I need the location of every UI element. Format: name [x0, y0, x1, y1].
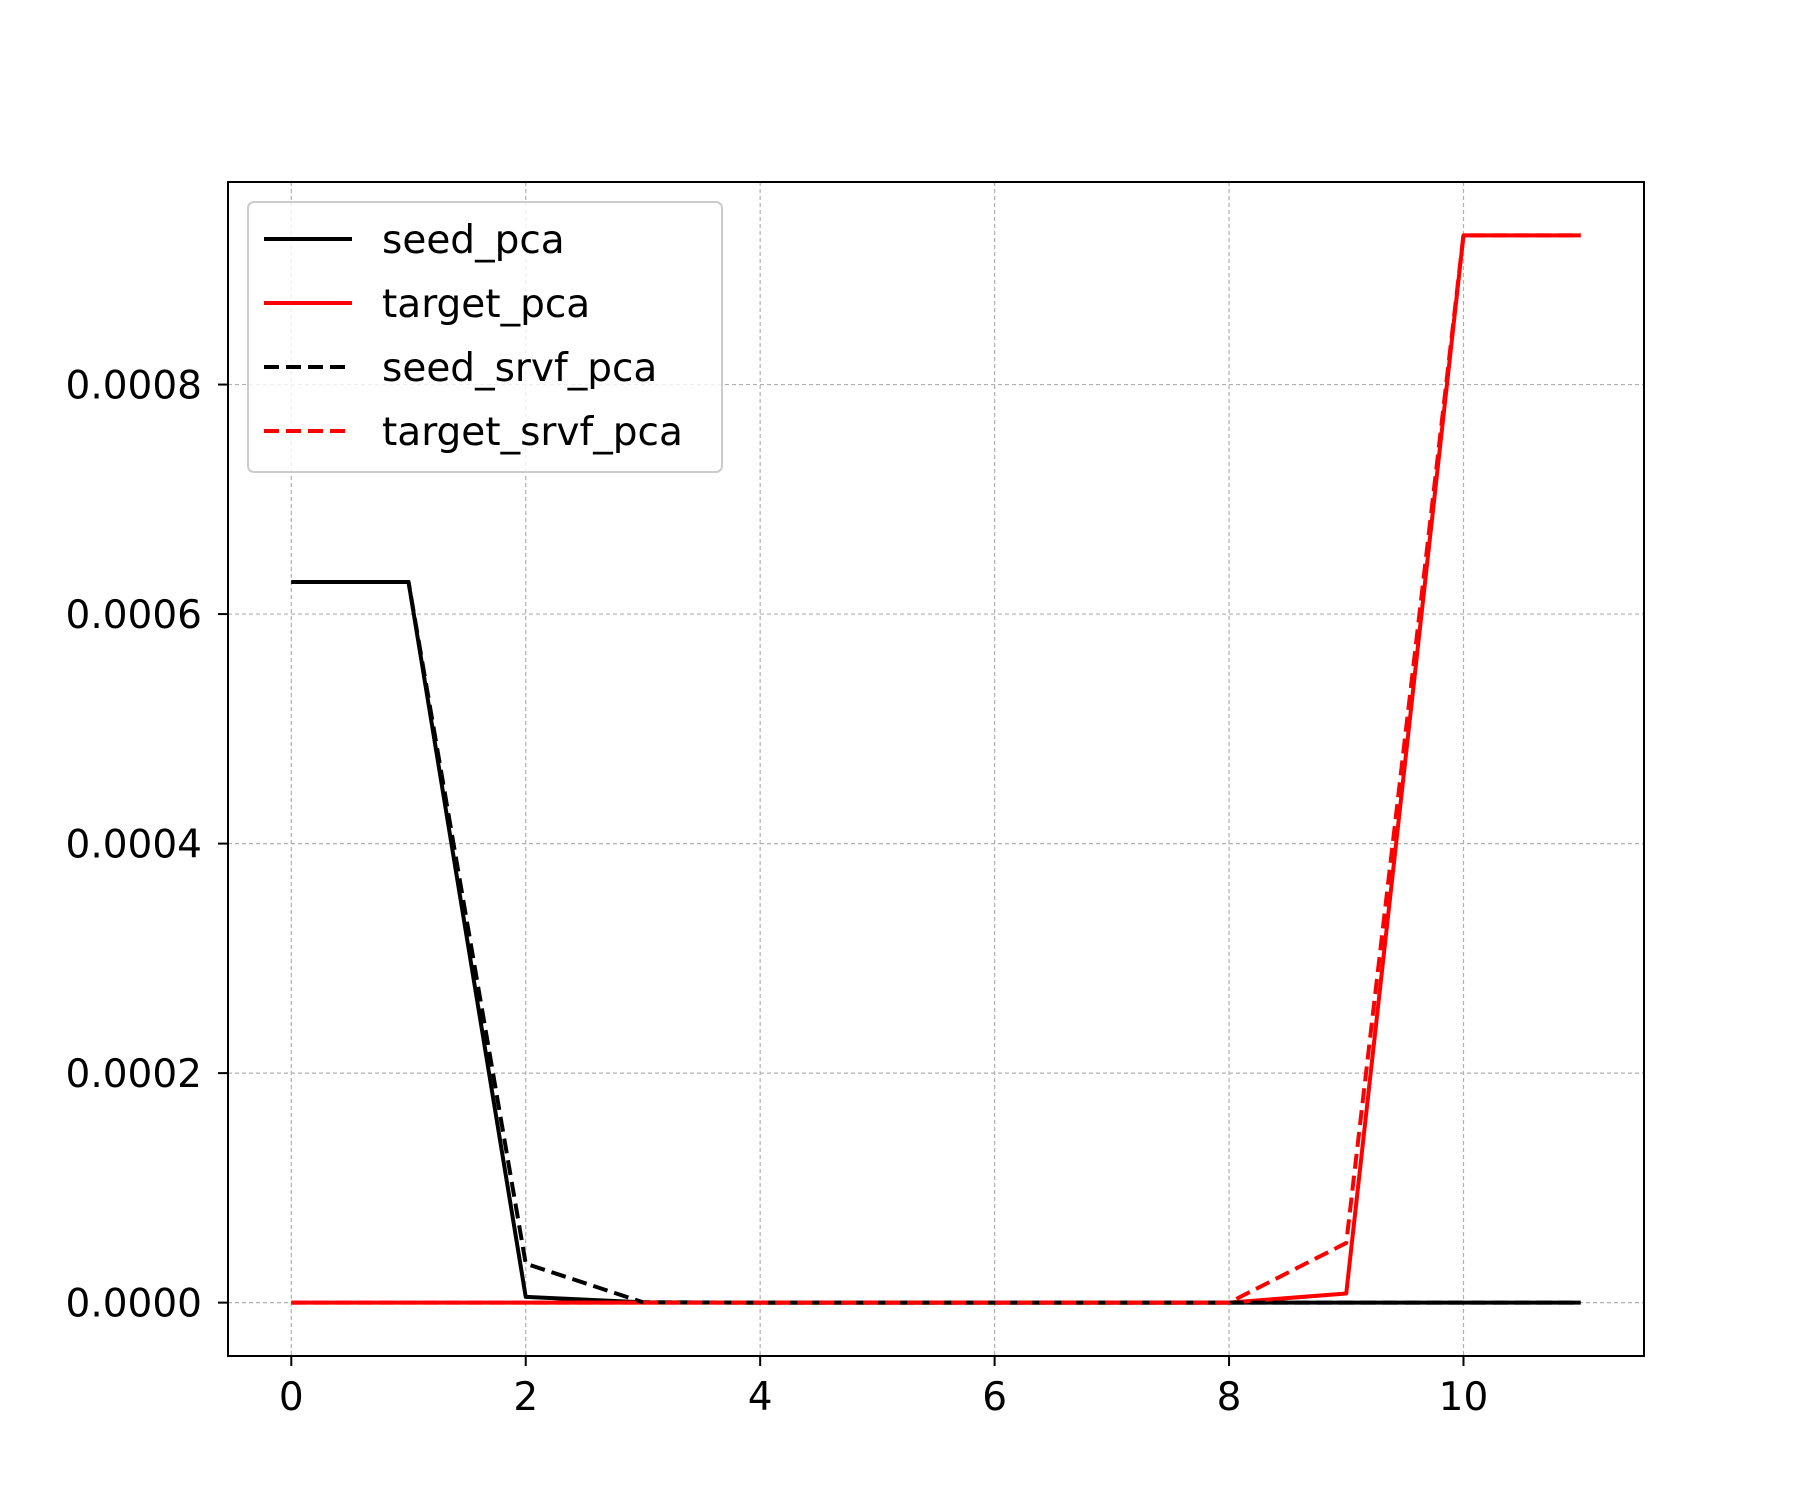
legend-label: seed_pca [382, 218, 565, 263]
x-tick-label: 10 [1439, 1375, 1489, 1420]
y-tick-label: 0.0002 [66, 1052, 202, 1097]
legend-box [247, 201, 723, 473]
y-tick-label: 0.0006 [66, 593, 202, 638]
x-tick-label: 8 [1217, 1375, 1242, 1420]
plot-frame [227, 181, 1645, 1357]
legend-label: target_pca [382, 282, 590, 327]
y-axis: 0.0000 0.0002 0.0004 0.0006 0.0008 [66, 364, 228, 1327]
y-tick-label: 0.0004 [66, 823, 202, 868]
series-line-seed-srvf-pca [291, 579, 1581, 1305]
legend-label: seed_srvf_pca [382, 346, 657, 391]
y-tick-label: 0.0008 [66, 364, 202, 409]
x-axis: 0 2 4 6 8 10 [279, 1356, 1488, 1420]
x-tick-label: 6 [982, 1375, 1007, 1420]
x-tick-label: 0 [279, 1375, 304, 1420]
x-tick-label: 4 [748, 1375, 773, 1420]
x-tick-label: 2 [513, 1375, 538, 1420]
y-tick-label: 0.0000 [66, 1282, 202, 1327]
series-line-target-srvf-pca [291, 233, 1581, 1305]
series-lines [291, 233, 1581, 1305]
legend-label: target_srvf_pca [382, 410, 683, 455]
legend: seed_pca target_pca seed_srvf_pca target_sr… [247, 201, 723, 473]
